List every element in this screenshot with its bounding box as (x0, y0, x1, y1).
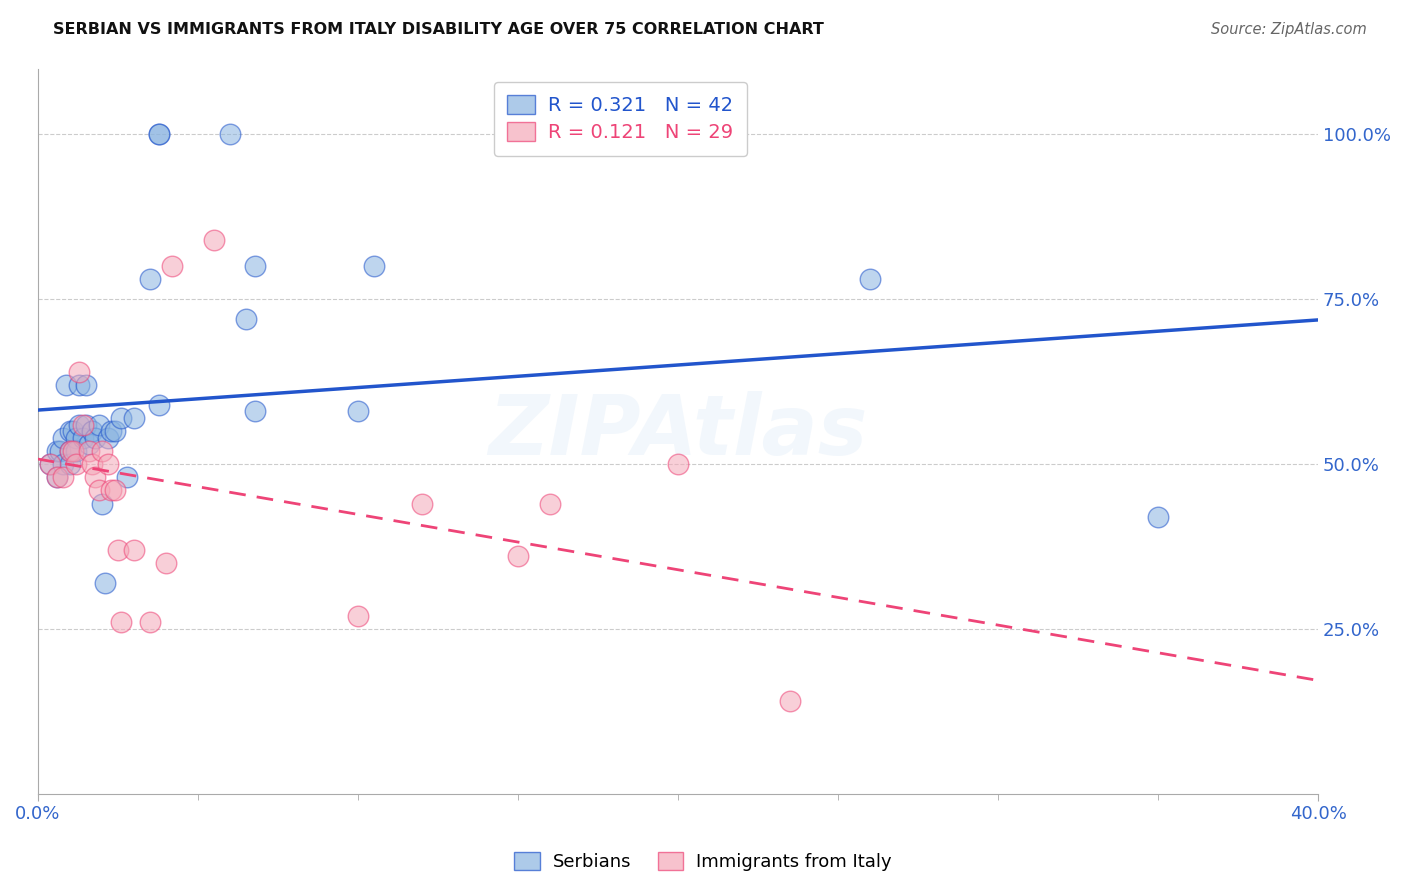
Point (148, 398, 170, 412)
Point (59, 443, 82, 458)
Point (59, 457, 82, 471)
Point (155, 556, 177, 570)
Point (666, 457, 689, 471)
Point (138, 615, 160, 630)
Point (77, 437, 100, 451)
Point (77, 443, 100, 458)
Point (122, 542, 145, 557)
Point (52, 470, 75, 484)
Point (1147, 509, 1170, 524)
Point (45, 443, 67, 458)
Point (235, 312, 257, 326)
Point (107, 542, 129, 557)
Point (62, 424, 84, 438)
Point (87, 417, 110, 432)
Point (62, 443, 84, 458)
Point (90, 497, 112, 511)
Point (218, 128, 240, 142)
Point (65, 443, 87, 458)
Point (100, 424, 122, 438)
Point (67, 378, 90, 392)
Point (55, 378, 77, 392)
Point (87, 483, 110, 498)
Point (202, 233, 225, 247)
Legend: R = 0.321   N = 42, R = 0.121   N = 29: R = 0.321 N = 42, R = 0.121 N = 29 (494, 82, 747, 156)
Point (148, 128, 170, 142)
Point (75, 417, 97, 432)
Point (65, 457, 87, 471)
Point (859, 272, 882, 286)
Text: SERBIAN VS IMMIGRANTS FROM ITALY DISABILITY AGE OVER 75 CORRELATION CHART: SERBIAN VS IMMIGRANTS FROM ITALY DISABIL… (53, 22, 824, 37)
Point (59, 443, 82, 458)
Point (84, 431, 107, 445)
Legend: Serbians, Immigrants from Italy: Serbians, Immigrants from Italy (508, 846, 898, 879)
Point (779, 694, 801, 708)
Point (59, 424, 82, 438)
Point (52, 431, 75, 445)
Point (90, 443, 112, 458)
Point (97, 457, 120, 471)
Point (363, 260, 385, 274)
Point (100, 483, 122, 498)
Point (122, 411, 145, 425)
Point (84, 470, 107, 484)
Point (103, 424, 125, 438)
Point (72, 417, 94, 432)
Point (506, 549, 529, 564)
Point (72, 431, 94, 445)
Text: Source: ZipAtlas.com: Source: ZipAtlas.com (1211, 22, 1367, 37)
Point (67, 417, 90, 432)
Point (82, 424, 104, 438)
Point (94, 575, 117, 590)
Point (148, 128, 170, 142)
Point (411, 497, 433, 511)
Point (52, 457, 75, 471)
Point (49, 443, 72, 458)
Point (103, 483, 125, 498)
Point (45, 470, 67, 484)
Point (39, 457, 62, 471)
Text: ZIPAtlas: ZIPAtlas (488, 391, 868, 472)
Point (45, 470, 67, 484)
Point (65, 431, 87, 445)
Point (138, 272, 160, 286)
Point (346, 404, 368, 418)
Point (346, 608, 368, 623)
Point (39, 457, 62, 471)
Point (538, 497, 561, 511)
Point (160, 260, 183, 274)
Point (245, 260, 267, 274)
Point (75, 378, 97, 392)
Point (67, 365, 90, 379)
Point (97, 431, 120, 445)
Point (82, 457, 104, 471)
Point (110, 411, 132, 425)
Point (245, 404, 267, 418)
Point (117, 470, 139, 484)
Point (110, 615, 132, 630)
